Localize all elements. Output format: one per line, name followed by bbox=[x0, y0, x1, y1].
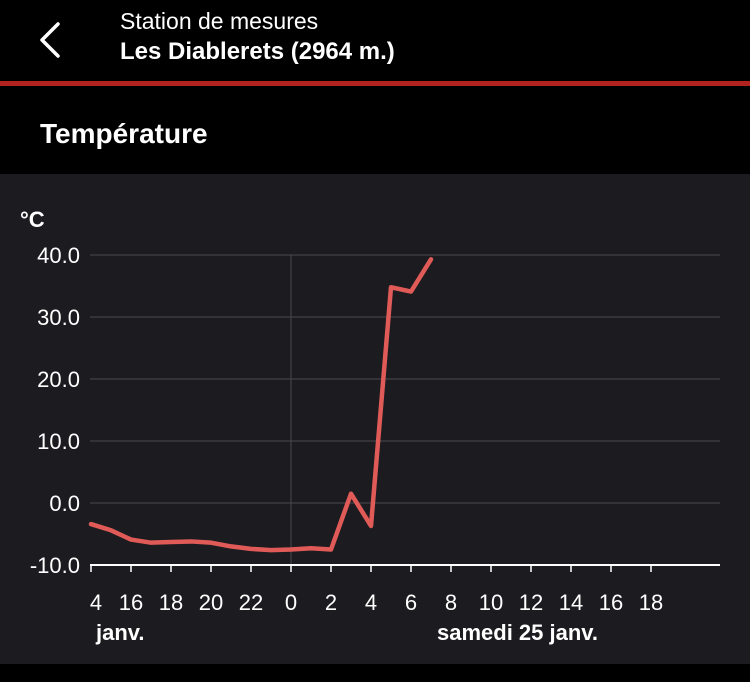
y-tick-label: 0.0 bbox=[49, 491, 80, 516]
x-tick-label: 16 bbox=[119, 590, 143, 615]
x-tick-label: 2 bbox=[325, 590, 337, 615]
station-name: Les Diablerets (2964 m.) bbox=[120, 38, 395, 65]
y-tick-label: 30.0 bbox=[37, 305, 80, 330]
chart-panel bbox=[0, 174, 750, 664]
y-tick-label: 20.0 bbox=[37, 367, 80, 392]
app-header: Station de mesures Les Diablerets (2964 … bbox=[0, 0, 750, 82]
x-tick-label: 6 bbox=[405, 590, 417, 615]
x-tick-label: 12 bbox=[519, 590, 543, 615]
y-axis-unit: °C bbox=[20, 207, 45, 232]
x-tick-label: 0 bbox=[285, 590, 297, 615]
y-tick-label: -10.0 bbox=[30, 553, 80, 578]
x-tick-label: 18 bbox=[639, 590, 663, 615]
temperature-series-line bbox=[88, 257, 434, 553]
x-tick-label: 4 bbox=[365, 590, 377, 615]
header-divider bbox=[0, 81, 750, 86]
chevron-left-icon bbox=[40, 22, 60, 58]
x-tick-label: 4 bbox=[90, 590, 102, 615]
x-tick-label: 14 bbox=[559, 590, 583, 615]
x-tick-label: 20 bbox=[199, 590, 223, 615]
date-label-start: janv. bbox=[95, 620, 145, 645]
section-title: Température bbox=[40, 118, 208, 149]
x-tick-label: 22 bbox=[239, 590, 263, 615]
x-tick-label: 16 bbox=[599, 590, 623, 615]
x-tick-label: 18 bbox=[159, 590, 183, 615]
y-tick-label: 40.0 bbox=[37, 243, 80, 268]
date-label-day: samedi 25 janv. bbox=[437, 620, 598, 645]
x-tick-label: 8 bbox=[445, 590, 457, 615]
station-label: Station de mesures bbox=[120, 8, 319, 34]
x-tick-label: 10 bbox=[479, 590, 503, 615]
y-tick-label: 10.0 bbox=[37, 429, 80, 454]
back-button[interactable] bbox=[28, 14, 76, 66]
